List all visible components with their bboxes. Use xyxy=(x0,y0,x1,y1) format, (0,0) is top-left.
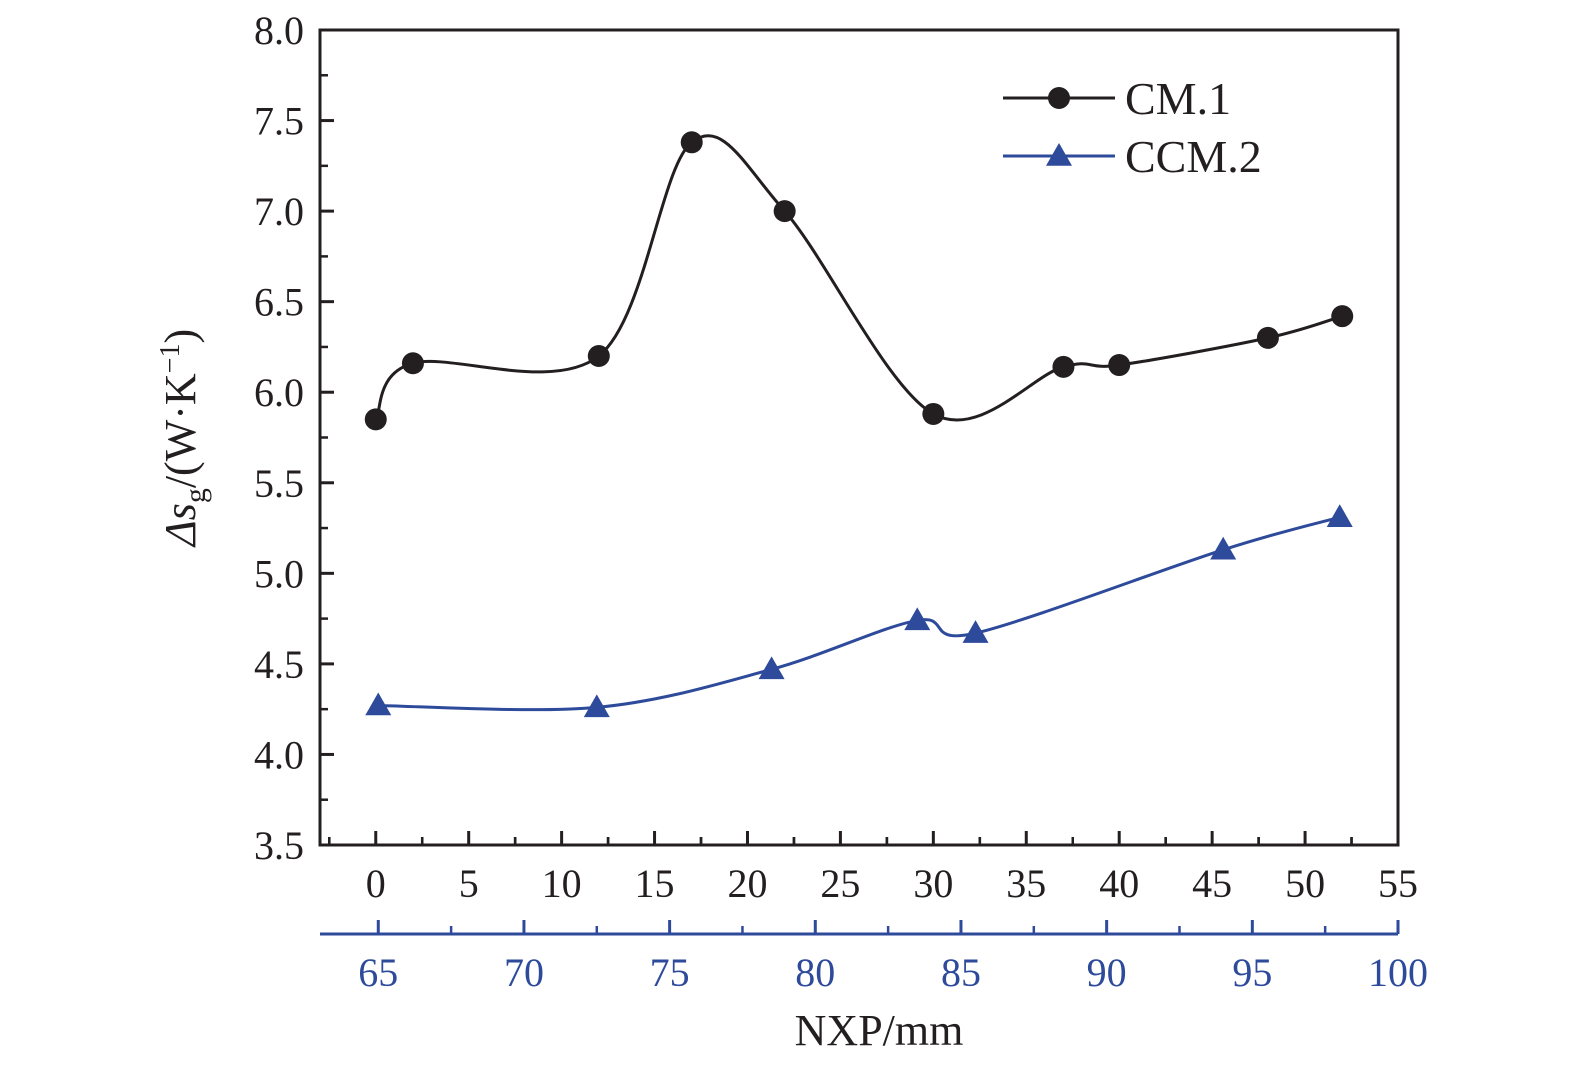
data-point xyxy=(1331,305,1354,328)
y-axis-title-close: ) xyxy=(156,329,205,344)
x-tick-label: 20 xyxy=(727,861,767,906)
data-point xyxy=(1108,354,1131,377)
y-tick-label: 8.0 xyxy=(254,8,304,53)
secondary-tick-label: 75 xyxy=(650,950,690,995)
legend-label: CM.1 xyxy=(1125,73,1231,124)
x-tick-label: 30 xyxy=(913,861,953,906)
legend-item-cm-1: CM.1 xyxy=(1003,73,1231,124)
x-axis-ticks xyxy=(328,831,1400,845)
x-tick-label: 35 xyxy=(1006,861,1046,906)
y-axis-title-prefix: Δs xyxy=(156,503,205,548)
x-axis-title: NXP/mm xyxy=(795,1006,964,1055)
legend: CM.1 CCM.2 xyxy=(1003,73,1262,182)
data-point xyxy=(587,345,610,367)
data-point xyxy=(962,620,989,643)
y-tick-label: 5.5 xyxy=(254,461,304,506)
x-tick-label: 25 xyxy=(820,861,860,906)
y-axis-tick-labels: 3.5 4.0 4.5 5.0 5.5 6.0 6.5 7.0 7.5 8.0 xyxy=(254,8,304,868)
x-tick-label: 15 xyxy=(635,861,675,906)
plot-frame xyxy=(318,28,1400,847)
y-axis-title-superscript: −1 xyxy=(155,344,186,374)
x-tick-label: 45 xyxy=(1192,861,1232,906)
y-tick-label: 4.5 xyxy=(254,642,304,687)
y-axis-title: Δsg/(W·K−1) xyxy=(155,329,212,548)
data-point xyxy=(1210,536,1237,560)
x-tick-label: 40 xyxy=(1099,861,1139,906)
y-tick-label: 4.0 xyxy=(254,732,304,777)
series-line xyxy=(374,134,1343,422)
x-axis-tick-labels: 0 5 10 15 20 25 30 35 40 45 50 55 xyxy=(366,861,1418,906)
data-point xyxy=(365,692,392,716)
secondary-tick-label: 70 xyxy=(504,950,544,995)
x-tick-label: 5 xyxy=(459,861,479,906)
series-line xyxy=(378,515,1341,712)
data-point xyxy=(758,656,785,680)
data-point xyxy=(583,694,610,718)
data-point xyxy=(680,131,703,154)
y-tick-label: 6.5 xyxy=(254,280,304,325)
y-axis-ticks xyxy=(320,28,334,847)
data-point xyxy=(1326,504,1353,527)
series-cm-1 xyxy=(364,131,1354,431)
data-point xyxy=(401,352,424,375)
data-point xyxy=(364,408,387,431)
y-tick-label: 7.5 xyxy=(254,99,304,144)
y-tick-label: 6.0 xyxy=(254,370,304,415)
x-tick-label: 10 xyxy=(542,861,582,906)
y-tick-label: 3.5 xyxy=(254,823,304,868)
data-point xyxy=(922,402,945,425)
secondary-tick-label: 95 xyxy=(1232,950,1272,995)
y-tick-label: 5.0 xyxy=(254,551,304,596)
data-point xyxy=(1256,326,1279,349)
y-axis-title-unit: /(W·K xyxy=(156,373,205,488)
legend-marker xyxy=(1048,87,1070,109)
legend-marker xyxy=(1046,143,1072,166)
data-point xyxy=(1052,355,1075,378)
y-tick-label: 7.0 xyxy=(254,189,304,234)
secondary-tick-label: 100 xyxy=(1368,950,1428,995)
secondary-tick-label: 90 xyxy=(1087,950,1127,995)
legend-item-ccm-2: CCM.2 xyxy=(1003,131,1262,182)
series-layer xyxy=(364,131,1354,718)
secondary-tick-label: 85 xyxy=(941,950,981,995)
series-ccm-2 xyxy=(365,504,1353,718)
x-tick-label: 50 xyxy=(1285,861,1325,906)
y-axis-title-subscript: g xyxy=(179,488,212,503)
x-tick-label: 55 xyxy=(1378,861,1418,906)
secondary-x-axis: 65 70 75 80 85 90 95 100 xyxy=(320,920,1428,995)
data-point xyxy=(904,607,931,631)
secondary-tick-label: 65 xyxy=(358,950,398,995)
data-point xyxy=(773,200,796,223)
legend-label: CCM.2 xyxy=(1125,131,1262,182)
secondary-tick-label: 80 xyxy=(795,950,835,995)
x-tick-label: 0 xyxy=(366,861,386,906)
